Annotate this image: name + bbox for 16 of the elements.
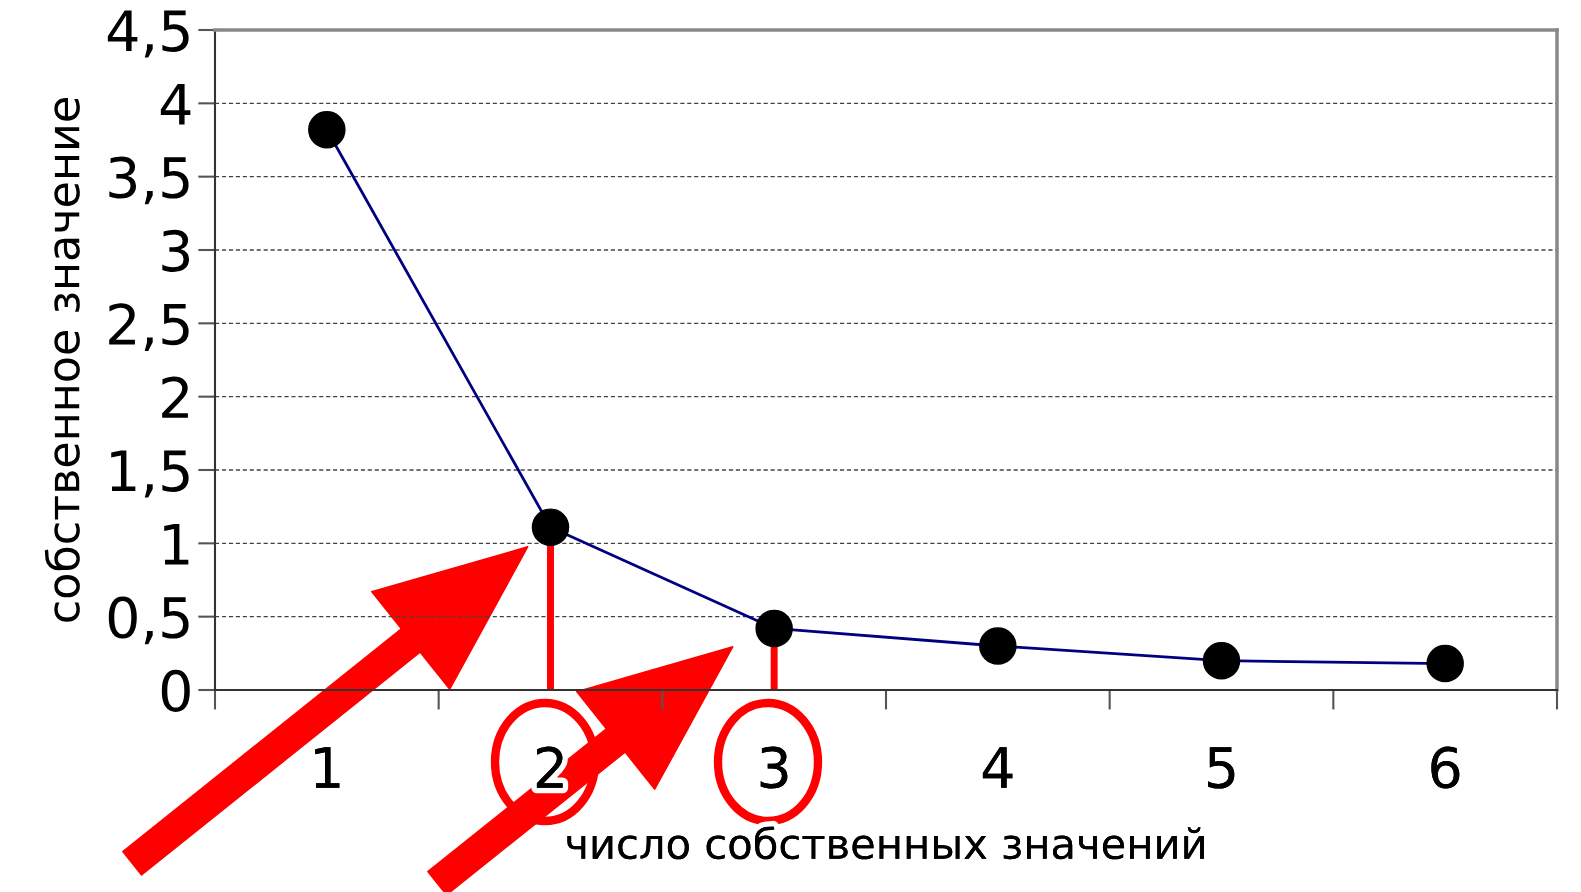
y-tick-label: 0,5 (108, 596, 189, 645)
y-tick-label: 1 (164, 523, 189, 565)
y-tick-label: 0 (161, 669, 190, 712)
y-tick-label: 2,5 (109, 303, 189, 351)
x-tick-label: 4 (982, 747, 1013, 788)
y-tick-label: 2 (162, 376, 188, 418)
y-tick-label: 1,5 (111, 450, 189, 498)
y-tick-label: 3,5 (109, 156, 189, 205)
y-tick-label: 3 (162, 229, 190, 272)
x-tick-label: 6 (1431, 746, 1460, 789)
y-tick-label: 4,5 (107, 10, 189, 58)
y-axis-title: собственное значение (44, 98, 80, 622)
y-tick-label: 4 (160, 83, 191, 125)
x-tick-label: 3 (760, 746, 788, 789)
x-tick-label: 5 (1208, 747, 1235, 789)
x-tick-label: 1 (315, 747, 340, 788)
